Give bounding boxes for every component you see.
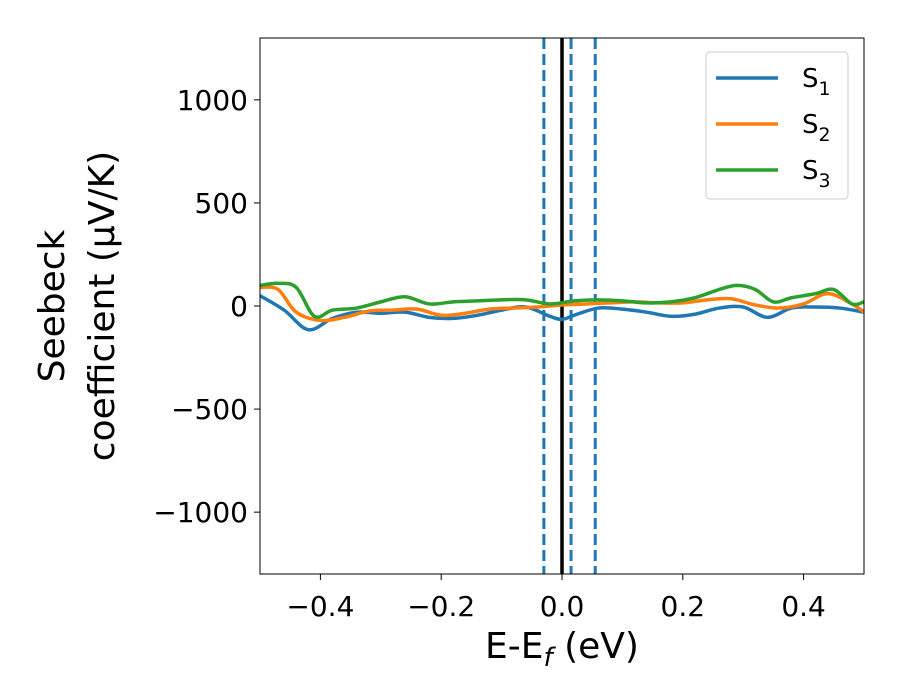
y-tick-label: −1000 (153, 496, 248, 529)
legend-label: S3 (802, 156, 831, 192)
y-tick-label: 0 (230, 290, 248, 323)
y-axis-label-line1: Seebeck (32, 229, 73, 382)
series-lines (260, 281, 864, 332)
x-tick-label: −0.4 (286, 590, 354, 623)
y-axis-label-line2: coefficient (μV/K) (82, 151, 123, 461)
y-tick-label: 500 (195, 187, 248, 220)
y-axis-label: Seebeck coefficient (μV/K) (32, 151, 123, 461)
series-line-s2 (260, 285, 864, 323)
x-tick-label: 0.0 (540, 590, 585, 623)
legend: S1 S2 S3 (705, 51, 849, 200)
x-tick-label: 0.4 (781, 590, 826, 623)
x-tick-label: −0.2 (407, 590, 475, 623)
y-tick-label: −500 (171, 393, 248, 426)
x-tick-label: 0.2 (661, 590, 706, 623)
x-axis-ticks: −0.4 −0.2 0.0 0.2 0.4 (286, 574, 826, 623)
x-axis-label: E-Ef (eV) (485, 626, 639, 673)
y-axis-ticks: 1000 500 0 −500 −1000 (153, 84, 260, 529)
series-line-s3 (260, 281, 864, 319)
legend-label: S1 (802, 64, 831, 100)
y-tick-label: 1000 (177, 84, 248, 117)
legend-label: S2 (802, 110, 831, 146)
